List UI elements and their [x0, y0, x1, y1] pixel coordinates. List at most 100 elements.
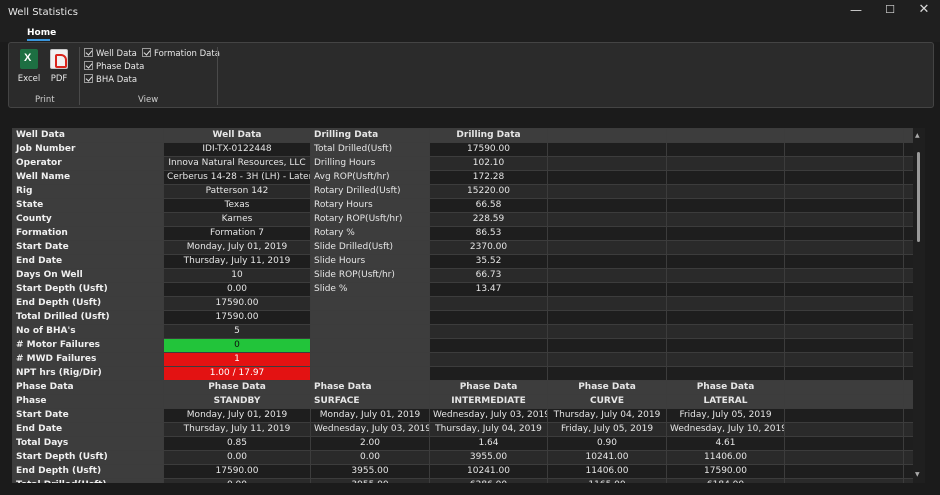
grid-cell — [547, 254, 667, 269]
grid-cell: Texas — [163, 198, 311, 213]
table-row[interactable]: Start Date Monday, July 01, 2019 Slide Dri… — [12, 240, 913, 255]
grid-cell: 66.58 — [429, 198, 548, 213]
table-row[interactable]: Start Date Monday, July 01, 2019 Monday, J… — [12, 408, 913, 423]
table-row[interactable]: # MWD Failures 1 — [12, 352, 913, 367]
table-row[interactable]: NPT hrs (Rig/Dir) 1.00 / 17.97 — [12, 366, 913, 381]
grid-cell — [429, 324, 548, 339]
grid-cell: 0.00 — [310, 450, 430, 465]
grid-cell — [666, 170, 785, 185]
grid-cell: Patterson 142 — [163, 184, 311, 199]
table-row[interactable]: County Karnes Rotary ROP(Usft/hr) 228.59 — [12, 212, 913, 227]
formation-data-checkbox[interactable]: Formation Data — [142, 48, 220, 60]
minimize-button[interactable]: — — [850, 3, 862, 17]
close-button[interactable]: ✕ — [918, 2, 930, 17]
grid-cell: 0 — [163, 338, 311, 353]
table-row[interactable]: Start Depth (Usft) 0.00 Slide % 13.47 — [12, 282, 913, 297]
grid-cell — [784, 142, 904, 157]
excel-button[interactable]: Excel — [15, 49, 43, 84]
grid-cell — [784, 254, 904, 269]
grid-cell: Rotary ROP(Usft/hr) — [310, 212, 430, 227]
phase-name-row: Phase STANDBY SURFACE INTERMEDIATE CURVE LATE… — [12, 394, 913, 409]
table-row[interactable]: Days On Well 10 Slide ROP(Usft/hr) 66.73 — [12, 268, 913, 283]
column-header: INTERMEDIATE — [429, 394, 548, 409]
grid-cell — [903, 226, 913, 241]
grid-cell: Thursday, July 11, 2019 — [163, 422, 311, 437]
grid-cell — [784, 156, 904, 171]
table-row[interactable]: End Date Thursday, July 11, 2019 Wednesday… — [12, 422, 913, 437]
row-label: State — [12, 198, 164, 213]
grid-cell — [666, 324, 785, 339]
tab-home[interactable]: Home — [27, 28, 57, 38]
grid-cell — [903, 478, 913, 483]
grid-cell: 13.47 — [429, 282, 548, 297]
scroll-down-icon[interactable]: ▼ — [915, 471, 920, 478]
grid-cell: 1.00 / 17.97 — [163, 366, 311, 381]
table-row[interactable]: Rig Patterson 142 Rotary Drilled(Usft) 1522… — [12, 184, 913, 199]
grid-cell — [310, 324, 430, 339]
grid-cell — [903, 184, 913, 199]
column-header: Phase Data — [666, 380, 785, 395]
grid-cell: 17590.00 — [163, 310, 311, 325]
grid-cell — [784, 422, 904, 437]
grid-cell — [547, 338, 667, 353]
vertical-scrollbar[interactable]: ▲ ▼ — [913, 128, 925, 483]
grid-cell — [429, 352, 548, 367]
scroll-thumb[interactable] — [917, 152, 920, 242]
grid-cell: Monday, July 01, 2019 — [163, 408, 311, 423]
grid-cell: Monday, July 01, 2019 — [310, 408, 430, 423]
column-header: STANDBY — [163, 394, 311, 409]
column-header: Phase Data — [163, 380, 311, 395]
grid-cell — [784, 366, 904, 381]
table-row[interactable]: Operator Innova Natural Resources, LLC Dri… — [12, 156, 913, 171]
pdf-button[interactable]: PDF — [45, 49, 73, 84]
row-label: Start Date — [12, 240, 164, 255]
grid-cell: Friday, July 05, 2019 — [666, 408, 785, 423]
excel-icon — [20, 49, 38, 69]
table-row[interactable]: No of BHA's 5 — [12, 324, 913, 339]
grid-cell: 10 — [163, 268, 311, 283]
table-row[interactable]: Start Depth (Usft) 0.00 0.00 3955.00 10241.0… — [12, 450, 913, 465]
grid-cell — [547, 310, 667, 325]
table-row[interactable]: State Texas Rotary Hours 66.58 — [12, 198, 913, 213]
grid-cell: 3955.00 — [429, 450, 548, 465]
grid-cell: 17590.00 — [666, 464, 785, 479]
grid-cell — [903, 436, 913, 451]
column-header — [784, 394, 904, 409]
table-row[interactable]: Formation Formation 7 Rotary % 86.53 — [12, 226, 913, 241]
grid-cell — [903, 310, 913, 325]
table-row[interactable]: End Depth (Usft) 17590.00 — [12, 296, 913, 311]
grid-cell — [784, 310, 904, 325]
table-row[interactable]: # Motor Failures 0 — [12, 338, 913, 353]
grid-cell: Rotary % — [310, 226, 430, 241]
ribbon-panel: Excel PDF Print Well Data Formation Data… — [8, 42, 934, 108]
column-header — [903, 380, 913, 395]
grid-cell: 86.53 — [429, 226, 548, 241]
grid-cell: 10241.00 — [429, 464, 548, 479]
statistics-grid[interactable]: Well Data Well Data Drilling Data Drilling … — [12, 128, 913, 483]
grid-cell: 0.00 — [163, 282, 311, 297]
well-data-checkbox[interactable]: Well Data — [84, 48, 137, 60]
row-label: Operator — [12, 156, 164, 171]
row-label: No of BHA's — [12, 324, 164, 339]
scroll-up-icon[interactable]: ▲ — [915, 132, 920, 139]
table-row[interactable]: Total Drilled(Usft)0.003955.006286.00116… — [12, 478, 913, 483]
table-row[interactable]: Job Number IDI-TX-0122448 Total Drilled(Us… — [12, 142, 913, 157]
phase-data-label: Phase Data — [96, 62, 145, 72]
grid-cell: 3955.00 — [310, 478, 430, 483]
bha-data-checkbox[interactable]: BHA Data — [84, 74, 137, 86]
maximize-button[interactable]: ☐ — [885, 3, 895, 16]
row-label: # Motor Failures — [12, 338, 164, 353]
grid-cell — [666, 156, 785, 171]
table-row[interactable]: End Depth (Usft) 17590.00 3955.00 10241.00 1… — [12, 464, 913, 479]
row-label: Formation — [12, 226, 164, 241]
grid-cell: 228.59 — [429, 212, 548, 227]
phase-data-checkbox[interactable]: Phase Data — [84, 61, 144, 73]
table-row[interactable]: End Date Thursday, July 11, 2019 Slide Hou… — [12, 254, 913, 269]
checkmark-icon — [84, 48, 93, 57]
grid-cell: 66.73 — [429, 268, 548, 283]
grid-cell — [429, 338, 548, 353]
row-label: NPT hrs (Rig/Dir) — [12, 366, 164, 381]
table-row[interactable]: Total Days 0.85 2.00 1.64 0.90 4.61 — [12, 436, 913, 451]
table-row[interactable]: Well Name Cerberus 14-28 - 3H (LH) - Late… — [12, 170, 913, 185]
table-row[interactable]: Total Drilled (Usft) 17590.00 — [12, 310, 913, 325]
